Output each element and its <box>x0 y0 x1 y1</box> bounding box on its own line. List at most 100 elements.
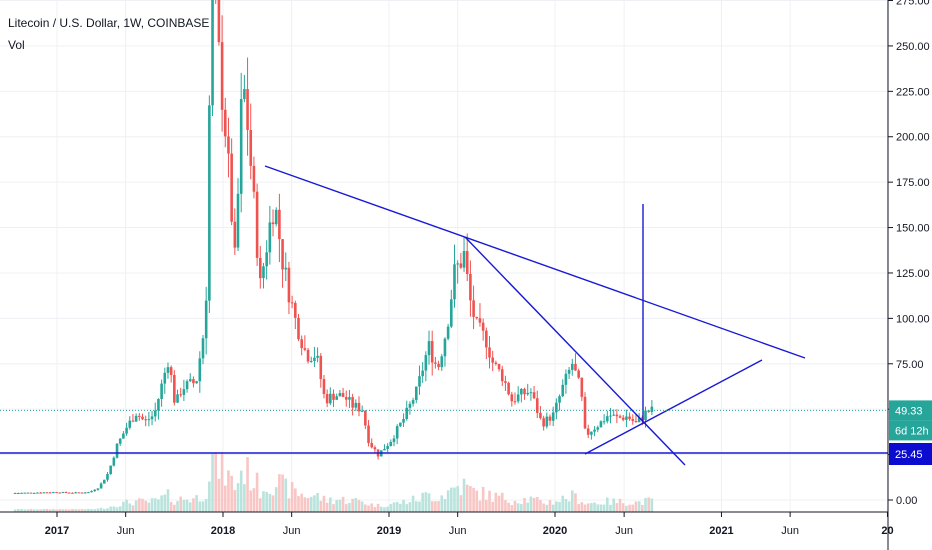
candle-body <box>545 416 549 427</box>
candle-body <box>469 273 472 301</box>
candle-body <box>618 416 622 418</box>
candle-body <box>236 193 240 248</box>
volume-bar <box>453 487 456 512</box>
candle-body <box>93 489 97 492</box>
candle-body <box>491 357 494 363</box>
candle-body <box>204 300 208 339</box>
candle-body <box>414 386 418 401</box>
candle-body <box>58 492 62 494</box>
candle-body <box>456 263 459 265</box>
volume-bar <box>548 500 552 512</box>
volume-bar <box>93 509 97 512</box>
candle-body <box>20 492 23 494</box>
candle-body <box>599 421 603 428</box>
volume-bar <box>45 508 49 512</box>
volume-bar <box>214 452 218 512</box>
volume-bar <box>208 481 211 512</box>
volume-bar <box>535 497 539 512</box>
last-price-tag: 49.33 <box>889 400 932 421</box>
candle-body <box>421 370 424 377</box>
volume-bar <box>634 501 638 512</box>
candle-body <box>370 443 374 448</box>
volume-bar <box>612 498 615 512</box>
volume-bar <box>287 498 291 512</box>
volume-label: Vol <box>8 38 25 52</box>
candle-body <box>258 257 262 279</box>
candle-body <box>230 153 233 222</box>
volume-bar <box>424 492 428 512</box>
candle-body <box>141 416 144 420</box>
candle-body <box>335 396 338 400</box>
volume-bar <box>510 505 514 512</box>
candle-body <box>325 393 329 404</box>
candle-body <box>185 381 189 390</box>
volume-bar <box>532 497 536 512</box>
volume-bar <box>539 500 542 512</box>
volume-bar <box>169 501 173 512</box>
candle-body <box>555 402 558 413</box>
candle-body <box>427 341 431 356</box>
candle-body <box>147 419 151 421</box>
candle-body <box>373 447 377 450</box>
volume-bar <box>618 498 622 512</box>
time-axis[interactable]: 2017 Jun 2018 Jun 2019 Jun 2020 Jun 2021 Jun 20 <box>0 511 894 537</box>
candle-body <box>551 412 555 421</box>
candle-body <box>262 266 265 279</box>
volume-bar <box>462 478 466 512</box>
candle-body <box>418 376 421 387</box>
volume-bar <box>596 504 600 512</box>
candle-body <box>246 89 249 130</box>
candle-body <box>411 400 415 404</box>
candle-body <box>169 367 173 376</box>
support-level-tag-bg <box>889 443 932 465</box>
volume-bar <box>268 493 272 512</box>
volume-bar <box>131 505 135 512</box>
candle-body <box>437 363 440 368</box>
volume-bar <box>641 504 644 512</box>
volume-bar <box>230 475 233 512</box>
volume-bar <box>26 509 30 512</box>
volume-bar <box>545 504 549 512</box>
volume-bar <box>443 498 447 512</box>
candle-body <box>118 438 122 444</box>
descending-trendline-minor <box>464 236 686 466</box>
volume-bar <box>507 502 510 512</box>
candle-body <box>475 316 479 319</box>
volume-bar <box>227 470 230 512</box>
volume-bar <box>364 504 367 512</box>
candle-body <box>523 388 526 395</box>
candle-body <box>52 492 55 494</box>
volume-bar <box>450 487 453 512</box>
candle-body <box>539 412 542 419</box>
volume-bar <box>58 509 62 512</box>
volume-bar <box>96 508 100 512</box>
symbol-title[interactable]: Litecoin / U.S. Dollar, 1W, COINBASE <box>8 16 210 30</box>
candle-body <box>621 417 625 420</box>
price-tick-label: 175.00 <box>896 177 930 189</box>
candle-body <box>504 381 507 383</box>
volume-bar <box>182 499 186 512</box>
candle-body <box>465 251 469 274</box>
volume-bar <box>265 491 268 512</box>
candle-body <box>526 392 530 395</box>
price-tick-label: 225.00 <box>896 86 930 98</box>
volume-bar <box>109 506 112 512</box>
volume-bar <box>615 503 619 512</box>
candle-body <box>332 393 335 400</box>
price-axis[interactable]: 0.0025.0050.0075.00100.00125.00150.00175… <box>887 0 930 550</box>
volume-bar <box>147 502 151 512</box>
candle-body <box>500 369 504 382</box>
last-price-tag-text: 49.33 <box>895 405 923 417</box>
volume-bar <box>99 507 103 512</box>
candle-body <box>17 493 20 495</box>
volume-bar <box>469 486 472 512</box>
candle-body <box>64 492 68 494</box>
candle-body <box>644 410 647 421</box>
candle-body <box>322 379 326 394</box>
volume-bar <box>637 501 641 512</box>
time-tick-label: 20 <box>881 525 893 537</box>
volume-bar <box>284 478 288 512</box>
volume-bar <box>204 499 208 512</box>
last-price-tag-bg <box>889 400 932 421</box>
